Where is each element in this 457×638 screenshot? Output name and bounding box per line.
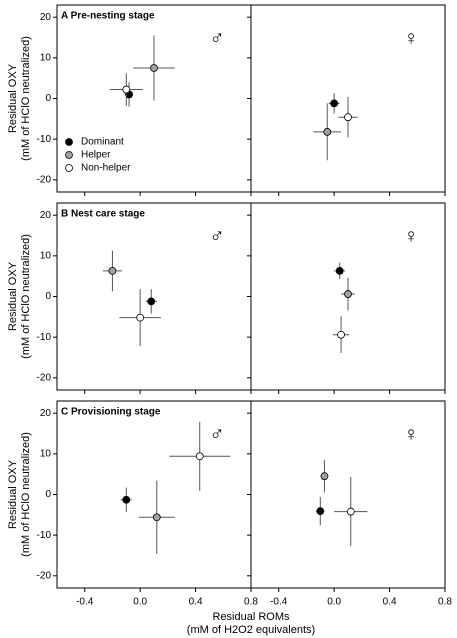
x-tick-label: 0.8 — [438, 597, 452, 608]
panel-title: A Pre-nesting stage — [61, 11, 155, 22]
y-tick-label: 20 — [40, 12, 52, 23]
point — [122, 495, 131, 504]
sex-symbol: ♂ — [210, 225, 225, 247]
legend-label: Dominant — [81, 137, 124, 148]
y-axis-title: Residual OXY — [7, 261, 19, 331]
point — [150, 64, 158, 72]
y-tick-label: 20 — [40, 210, 52, 221]
point — [195, 452, 204, 461]
y-axis-title: Residual OXY — [7, 459, 19, 529]
x-axis-title: Residual ROMs — [212, 611, 290, 623]
point — [323, 127, 332, 136]
y-tick-label: -10 — [37, 134, 52, 145]
legend-label: Non-helper — [81, 163, 131, 174]
sex-symbol: ♂ — [210, 423, 225, 445]
x-tick-label: -0.4 — [270, 597, 288, 608]
y-axis-title: (mM of HClO neutralized) — [20, 432, 32, 557]
point — [346, 507, 355, 516]
legend-label: Helper — [81, 150, 111, 161]
point — [147, 297, 156, 306]
y-tick-label: -20 — [37, 174, 52, 185]
y-tick-label: 10 — [40, 250, 52, 261]
y-tick-label: -10 — [37, 530, 52, 541]
y-axis-title: (mM of HClO neutralized) — [20, 36, 32, 161]
y-tick-label: -10 — [37, 332, 52, 343]
y-tick-label: 20 — [40, 408, 52, 419]
panel-title: B Nest care stage — [61, 209, 145, 220]
point — [335, 266, 344, 275]
point — [344, 290, 352, 298]
x-axis-title: (mM of H2O2 equivalents) — [187, 624, 315, 636]
point — [330, 99, 339, 108]
point — [320, 472, 329, 481]
point — [344, 113, 352, 122]
point — [152, 513, 161, 522]
sex-symbol: ♀ — [404, 423, 419, 445]
y-axis-title: (mM of HClO neutralized) — [20, 234, 32, 359]
sex-symbol: ♀ — [404, 27, 419, 49]
point — [316, 507, 325, 516]
legend-marker — [65, 138, 73, 146]
x-tick-label: 0.0 — [133, 597, 147, 608]
y-tick-label: -20 — [37, 570, 52, 581]
point — [136, 313, 145, 322]
x-tick-label: 0.8 — [244, 597, 258, 608]
x-tick-label: 0.4 — [189, 597, 203, 608]
sex-symbol: ♀ — [404, 225, 419, 247]
y-tick-label: 0 — [45, 489, 51, 500]
point — [122, 85, 131, 94]
x-tick-label: 0.0 — [327, 597, 341, 608]
y-axis-title: Residual OXY — [7, 63, 19, 133]
y-tick-label: 10 — [40, 448, 52, 459]
sex-symbol: ♂ — [210, 27, 225, 49]
legend-marker — [65, 151, 73, 159]
y-tick-label: 0 — [45, 291, 51, 302]
x-tick-label: -0.4 — [76, 597, 94, 608]
point — [108, 266, 117, 275]
panel-title: C Provisioning stage — [61, 407, 161, 418]
y-tick-label: -20 — [37, 372, 52, 383]
y-tick-label: 10 — [40, 52, 52, 63]
legend-marker — [65, 164, 73, 172]
y-tick-label: 0 — [45, 93, 51, 104]
point — [337, 330, 345, 339]
x-tick-label: 0.4 — [383, 597, 397, 608]
